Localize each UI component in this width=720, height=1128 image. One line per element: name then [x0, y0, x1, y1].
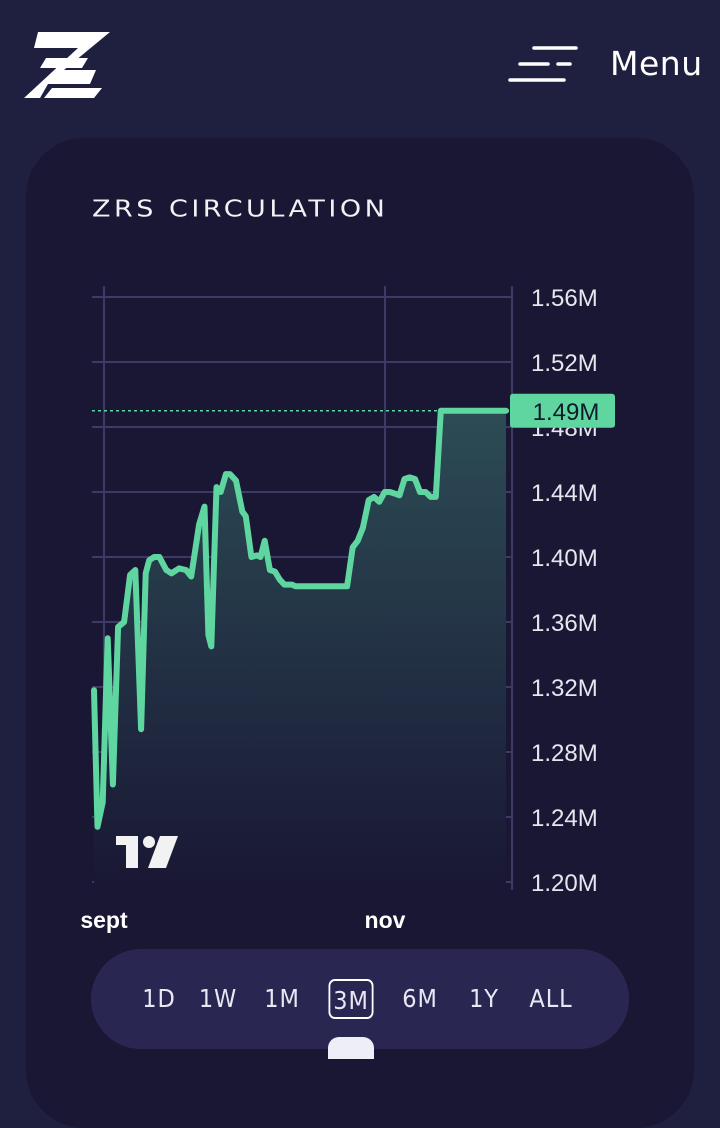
current-price-label: 1.49M — [533, 399, 600, 426]
range-option-6m[interactable]: 6M — [402, 984, 438, 1013]
area-fill — [94, 410, 506, 890]
y-tick-label: 1.32M — [531, 675, 598, 702]
y-tick-label: 1.44M — [531, 480, 598, 507]
y-tick-label: 1.28M — [531, 740, 598, 767]
menu-button[interactable]: Menu — [506, 40, 706, 88]
range-option-all[interactable]: ALL — [529, 984, 573, 1013]
range-option-1y[interactable]: 1Y — [469, 984, 499, 1013]
circulation-chart[interactable]: 1.56M1.52M1.48M1.44M1.40M1.36M1.32M1.28M… — [0, 0, 720, 960]
y-tick-label: 1.40M — [531, 545, 598, 572]
card-title: ZRS CIRCULATION — [92, 196, 389, 223]
range-option-1w[interactable]: 1W — [198, 984, 238, 1013]
y-tick-label: 1.56M — [531, 285, 598, 312]
app-header: Menu — [0, 0, 720, 130]
menu-lines-icon — [508, 46, 578, 82]
y-tick-label: 1.24M — [531, 805, 598, 832]
range-selected-indicator — [328, 1037, 374, 1059]
zrs-logo-icon[interactable] — [24, 30, 112, 100]
y-tick-label: 1.36M — [531, 610, 598, 637]
range-option-3m[interactable]: 3M — [328, 979, 374, 1019]
tradingview-logo-icon — [116, 836, 178, 868]
y-tick-label: 1.52M — [531, 350, 598, 377]
range-option-1m[interactable]: 1M — [264, 984, 300, 1013]
x-tick-label: nov — [365, 907, 406, 933]
x-tick-label: sept — [80, 907, 128, 933]
range-option-1d[interactable]: 1D — [142, 984, 176, 1013]
current-price-tag — [510, 393, 615, 428]
range-selector — [91, 949, 629, 1049]
menu-label: Menu — [610, 44, 703, 83]
y-tick-label: 1.20M — [531, 870, 598, 897]
series-line — [91, 407, 509, 830]
